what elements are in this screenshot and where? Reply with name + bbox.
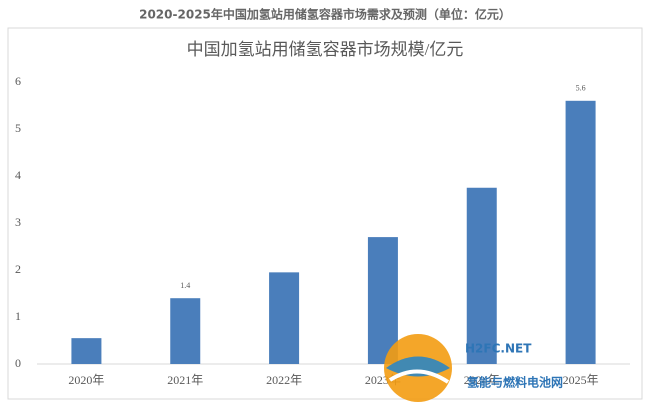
chart-title: 中国加氢站用储氢容器市场规模/亿元 xyxy=(187,40,464,59)
x-tick-label: 2024年 xyxy=(464,373,500,387)
y-tick-label: 6 xyxy=(15,74,21,88)
page-title: 2020-2025年中国加氢站用储氢容器市场需求及预测（单位：亿元） xyxy=(139,7,511,22)
value-label: 1.4 xyxy=(180,281,190,290)
x-tick-label: 2020年 xyxy=(68,373,104,387)
watermark-logo-wave xyxy=(388,369,450,384)
watermark-logo-wave xyxy=(386,356,450,377)
y-tick-label: 1 xyxy=(15,309,21,323)
watermark: H2FC.NET 氢能与燃料电池网 xyxy=(384,334,563,402)
value-label: 5.6 xyxy=(576,84,586,93)
watermark-text: H2FC.NET xyxy=(465,342,532,356)
bar xyxy=(269,272,300,364)
x-tick-label: 2025年 xyxy=(563,373,599,387)
y-tick-label: 3 xyxy=(15,215,21,229)
y-tick-label: 5 xyxy=(15,121,21,135)
y-tick-label: 2 xyxy=(15,262,21,276)
bar xyxy=(466,187,497,364)
x-tick-label: 2022年 xyxy=(266,373,302,387)
chart-frame xyxy=(7,27,643,400)
x-tick-label: 2021年 xyxy=(167,373,203,387)
bar xyxy=(565,100,596,365)
y-tick-label: 4 xyxy=(15,168,21,182)
y-tick-label: 0 xyxy=(15,356,21,370)
bar xyxy=(170,298,201,364)
watermark-subtext: 氢能与燃料电池网 xyxy=(467,375,563,390)
bar xyxy=(71,338,102,364)
bar xyxy=(367,237,398,364)
